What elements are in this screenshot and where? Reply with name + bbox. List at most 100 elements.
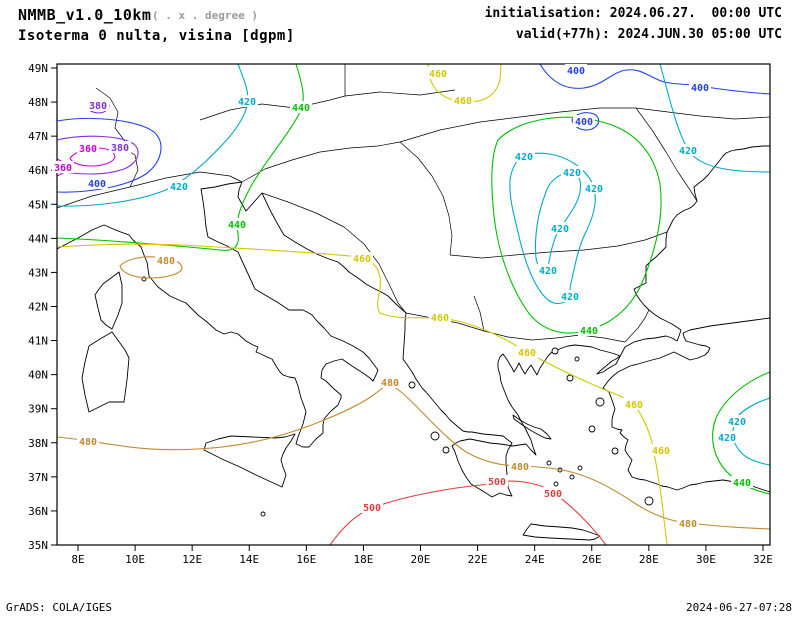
contour-label-mask	[236, 95, 258, 107]
lon-tick-label: 32E	[753, 553, 773, 566]
coastline-anatolia	[602, 317, 771, 493]
contour-label-mask	[689, 81, 711, 93]
contour-label: 460	[518, 348, 536, 359]
contour-label-mask	[77, 142, 99, 154]
grads-credit: GrADS: COLA/IGES	[6, 601, 112, 614]
contour-label: 500	[544, 489, 562, 500]
coastline-italy	[56, 181, 379, 448]
coastline-euboea	[512, 414, 552, 440]
contour-label-mask	[542, 487, 564, 499]
contour-label: 400	[575, 117, 593, 128]
contour-label-mask	[726, 415, 748, 427]
contour-label: 420	[170, 182, 188, 193]
contour-label: 420	[585, 184, 603, 195]
contour-label: 440	[292, 103, 310, 114]
contour-label: 460	[652, 446, 670, 457]
contour-label: 500	[488, 477, 506, 488]
lon-tick-label: 16E	[296, 553, 316, 566]
contour-label: 420	[515, 152, 533, 163]
coastline-sicily	[203, 433, 296, 488]
contour-400	[56, 63, 771, 193]
coastline-crete	[522, 523, 601, 541]
contour-label-mask	[716, 431, 738, 443]
contour-label: 360	[54, 163, 72, 174]
map-frame	[56, 63, 771, 546]
contour-label: 440	[733, 478, 751, 489]
contour-label-mask	[452, 94, 474, 106]
contour-label: 420	[551, 224, 569, 235]
contour-label: 480	[157, 256, 175, 267]
contour-480	[56, 256, 771, 530]
lat-tick-label: 41N	[28, 335, 48, 348]
lat-tick-label: 44N	[28, 232, 48, 245]
border-lines	[56, 64, 771, 343]
contour-label: 480	[511, 462, 529, 473]
contour-440	[56, 63, 771, 495]
contour-label: 480	[79, 437, 97, 448]
axes: 49N 48N 47N 46N 45N 44N 43N 42N 41N 40N 39N 38N 37N 3…	[28, 62, 773, 566]
lat-tick-label: 36N	[28, 505, 48, 518]
coastline-sardinia	[81, 331, 130, 413]
contour-label: 400	[567, 66, 585, 77]
lon-tick-label: 18E	[353, 553, 373, 566]
contour-label-mask	[623, 398, 645, 410]
init-time-label: initialisation: 2024.06.27. 00:00 UTC	[484, 6, 782, 21]
contour-label-mask	[537, 264, 559, 276]
lat-tick-label: 48N	[28, 96, 48, 109]
creation-timestamp: 2024-06-27-07:28	[686, 601, 792, 614]
contour-label: 460	[429, 69, 447, 80]
contour-label: 420	[561, 292, 579, 303]
contour-label: 500	[363, 503, 381, 514]
lon-tick-label: 10E	[125, 553, 145, 566]
contour-label-mask	[578, 324, 600, 336]
lat-tick-label: 46N	[28, 164, 48, 177]
contour-label: 420	[539, 266, 557, 277]
lat-tick-label: 38N	[28, 437, 48, 450]
contour-label-mask	[573, 115, 595, 127]
lat-tick-label: 40N	[28, 369, 48, 382]
isoline-contours	[56, 63, 771, 546]
contour-label-mask	[561, 166, 583, 178]
contour-label-mask	[77, 435, 99, 447]
contour-label-mask	[52, 161, 74, 173]
lon-tick-label: 12E	[182, 553, 202, 566]
contour-label: 420	[563, 168, 581, 179]
contour-label: 400	[691, 83, 709, 94]
lat-tick-label: 43N	[28, 266, 48, 279]
lon-tick-label: 8E	[71, 553, 84, 566]
contour-label-mask	[361, 501, 383, 513]
lon-tick-label: 22E	[468, 553, 488, 566]
contour-label: 420	[728, 417, 746, 428]
country-borders	[56, 64, 771, 343]
lon-tick-label: 28E	[639, 553, 659, 566]
contour-label-mask	[351, 252, 373, 264]
contour-label: 420	[679, 146, 697, 157]
contour-label: 440	[228, 220, 246, 231]
contour-label-mask	[168, 180, 190, 192]
contour-label: 420	[718, 433, 736, 444]
lat-tick-label: 37N	[28, 471, 48, 484]
contour-label: 480	[381, 378, 399, 389]
model-title: NMMB_v1.0_10km	[18, 6, 152, 24]
contour-label-mask	[379, 376, 401, 388]
contour-label: 420	[238, 97, 256, 108]
contour-label: 360	[79, 144, 97, 155]
contour-label: 380	[111, 143, 129, 154]
contour-label: 440	[580, 326, 598, 337]
contour-labels: 360 360 380 380 400 400 400 400 420 420 420 420 420 4…	[52, 64, 753, 530]
contour-label-mask	[509, 460, 531, 472]
contour-label: 460	[353, 254, 371, 265]
resolution-note: ( . x . degree )	[152, 9, 258, 22]
contour-label-mask	[559, 290, 581, 302]
lon-tick-label: 24E	[525, 553, 545, 566]
contour-label-mask	[583, 182, 605, 194]
contour-label-mask	[290, 101, 312, 113]
contour-label-mask	[565, 64, 587, 76]
lon-tick-label: 14E	[239, 553, 259, 566]
contour-label-mask	[677, 144, 699, 156]
contour-label-mask	[486, 475, 508, 487]
lat-tick-label: 42N	[28, 300, 48, 313]
small-islands	[141, 276, 654, 517]
contour-label: 380	[89, 101, 107, 112]
